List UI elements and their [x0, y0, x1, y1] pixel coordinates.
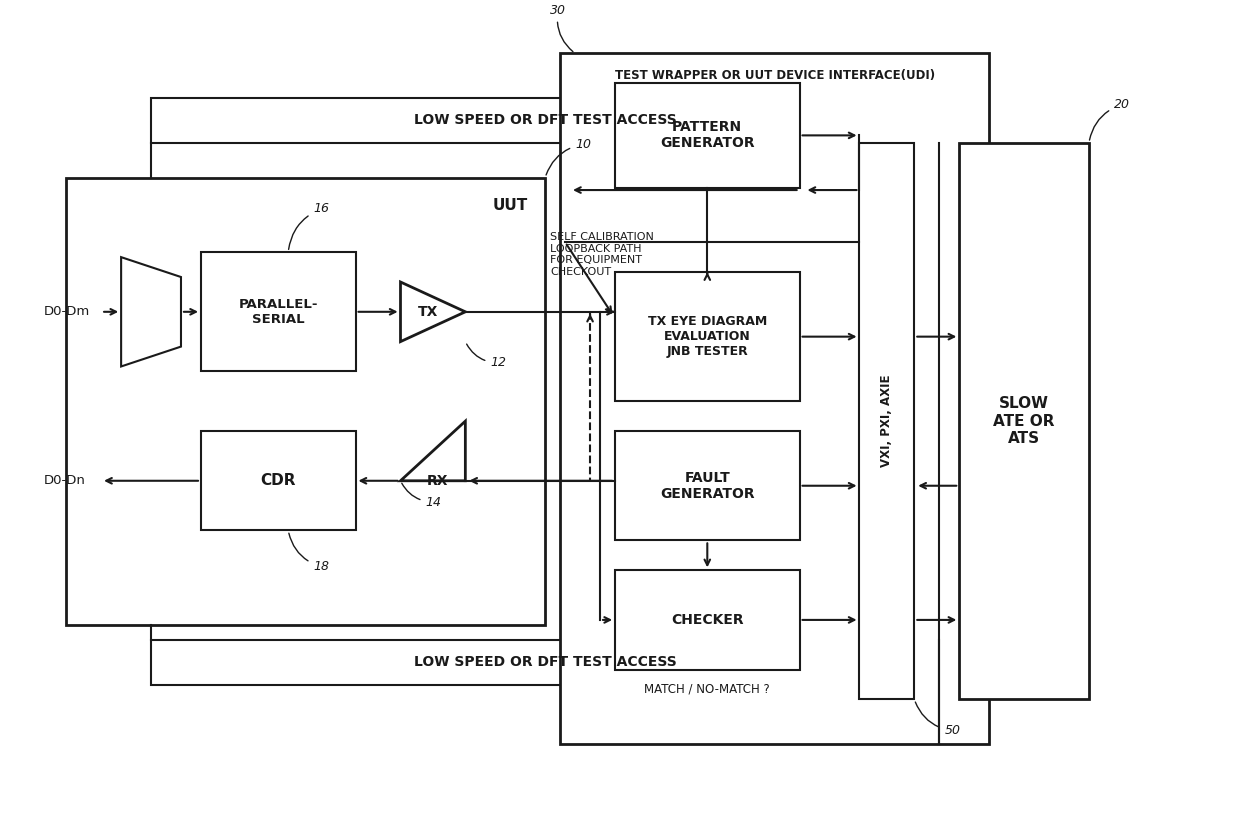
- Text: 20: 20: [1090, 98, 1130, 140]
- Bar: [615, 272, 800, 402]
- Text: D0-Dm: D0-Dm: [43, 306, 89, 318]
- Text: SELF CALIBRATION
LOOPBACK PATH
FOR EQUIPMENT
CHECKOUT: SELF CALIBRATION LOOPBACK PATH FOR EQUIP…: [551, 232, 653, 277]
- Text: D0-Dn: D0-Dn: [43, 474, 86, 488]
- Text: UUT: UUT: [492, 198, 528, 213]
- Text: 50: 50: [915, 702, 960, 737]
- Text: CDR: CDR: [260, 473, 296, 488]
- Text: TEST WRAPPER OR UUT DEVICE INTERFACE(UDI): TEST WRAPPER OR UUT DEVICE INTERFACE(UDI…: [615, 68, 935, 82]
- Bar: [560, 53, 990, 744]
- Bar: [201, 252, 356, 372]
- Bar: [151, 640, 939, 685]
- Text: TX: TX: [418, 305, 438, 319]
- Text: 10: 10: [546, 138, 591, 175]
- Text: FAULT
GENERATOR: FAULT GENERATOR: [660, 471, 755, 501]
- Text: 30: 30: [551, 3, 573, 52]
- Bar: [960, 143, 1089, 700]
- Text: RX: RX: [427, 473, 449, 488]
- Bar: [615, 84, 800, 188]
- Text: CHECKER: CHECKER: [671, 613, 744, 627]
- Text: SLOW
ATE OR
ATS: SLOW ATE OR ATS: [993, 397, 1055, 446]
- Text: 12: 12: [466, 344, 506, 369]
- Bar: [66, 178, 546, 625]
- Text: LOW SPEED OR DFT TEST ACCESS: LOW SPEED OR DFT TEST ACCESS: [414, 114, 677, 128]
- Text: 18: 18: [289, 534, 329, 573]
- Bar: [201, 431, 356, 530]
- Bar: [859, 143, 914, 700]
- Bar: [615, 570, 800, 670]
- Text: PATTERN
GENERATOR: PATTERN GENERATOR: [660, 120, 755, 150]
- Text: 14: 14: [402, 483, 441, 509]
- Text: MATCH / NO-MATCH ?: MATCH / NO-MATCH ?: [645, 683, 770, 696]
- Text: 16: 16: [289, 202, 329, 250]
- Text: LOW SPEED OR DFT TEST ACCESS: LOW SPEED OR DFT TEST ACCESS: [414, 655, 677, 669]
- Bar: [151, 98, 939, 143]
- Text: TX EYE DIAGRAM
EVALUATION
JNB TESTER: TX EYE DIAGRAM EVALUATION JNB TESTER: [647, 315, 766, 358]
- Text: PARALLEL-
SERIAL: PARALLEL- SERIAL: [238, 298, 317, 326]
- Text: VXI, PXI, AXIE: VXI, PXI, AXIE: [880, 375, 893, 468]
- Bar: [615, 431, 800, 540]
